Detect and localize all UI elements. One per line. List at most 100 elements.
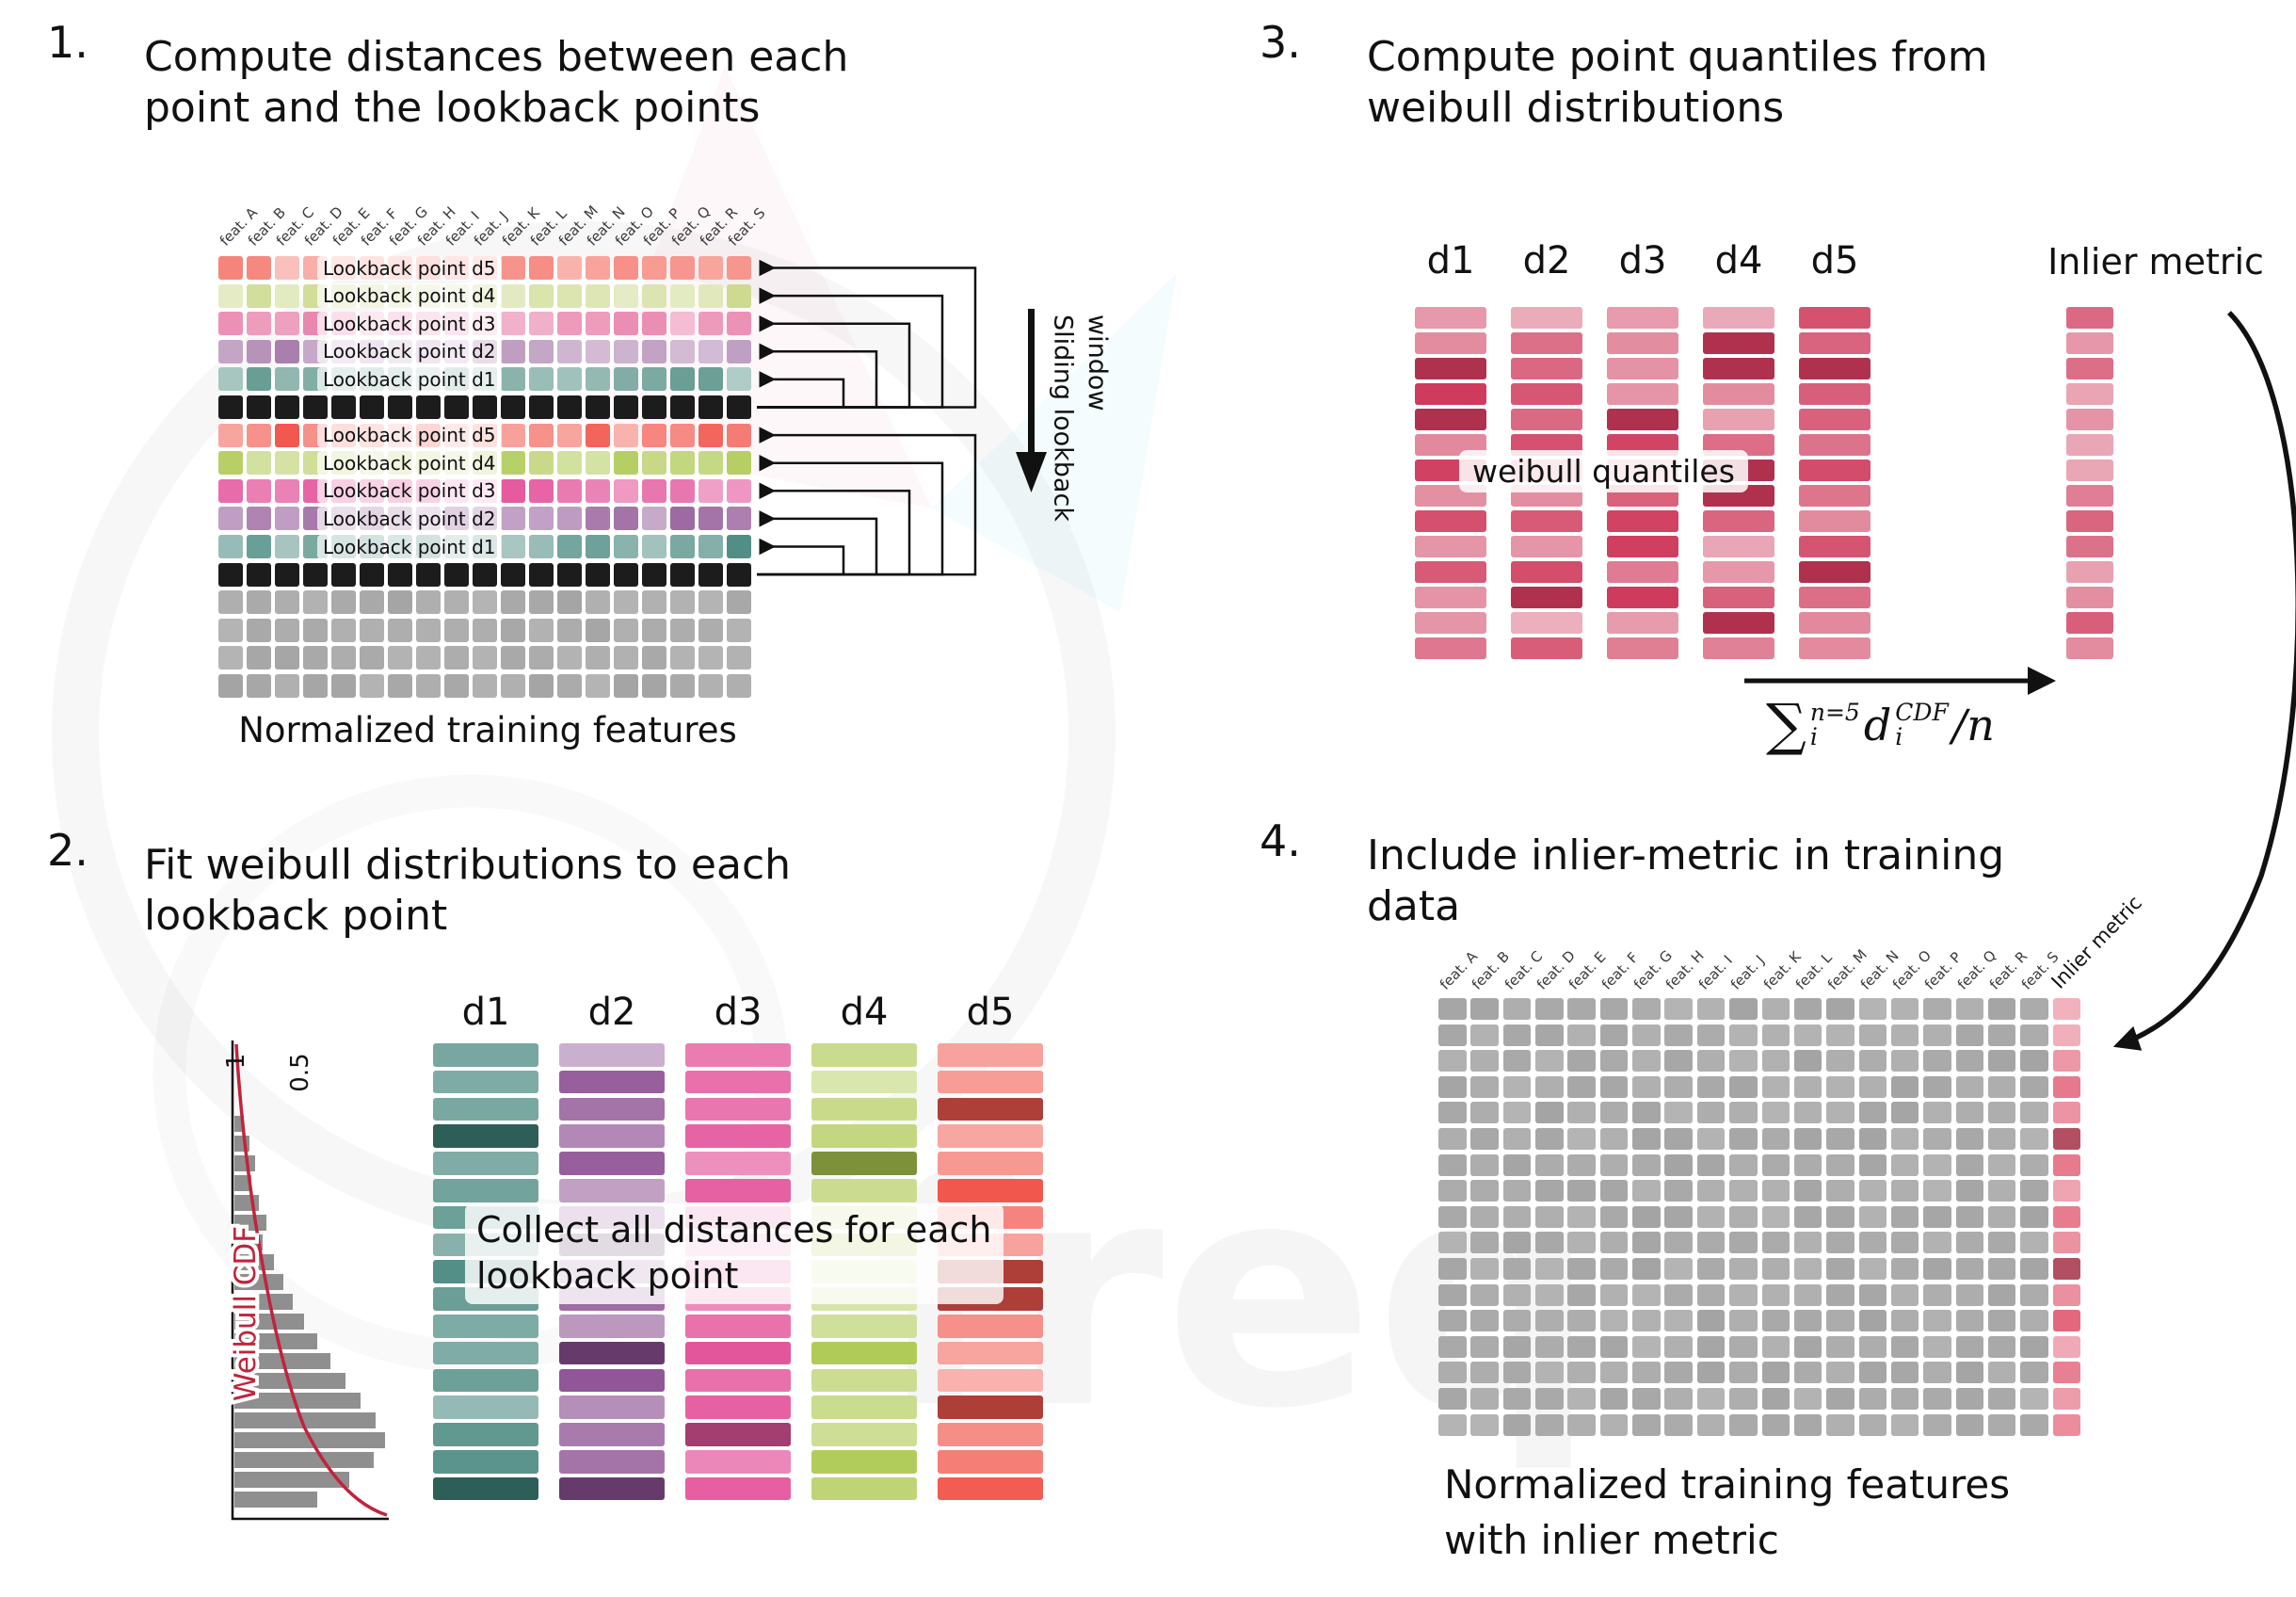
- weibull-tick-1: 1: [222, 1054, 250, 1070]
- feature-cell: [275, 590, 299, 615]
- feature-cell: [2020, 1205, 2048, 1228]
- feature-cell: [1567, 1128, 1596, 1150]
- feature-cell: [1826, 1075, 1854, 1098]
- feature-cell: [218, 312, 243, 336]
- feature-cell: [1470, 1258, 1499, 1280]
- feature-cell: [1470, 1362, 1499, 1384]
- feature-cell: [2020, 1283, 2048, 1306]
- step-4-title: Include inlier-metric in training data: [1367, 831, 2004, 931]
- feature-cell: [1858, 1075, 1887, 1098]
- current-point-cell: [331, 395, 356, 419]
- feature-cell: [1599, 1075, 1629, 1098]
- feature-cell: [1923, 1283, 1951, 1306]
- feature-cell: [1599, 1024, 1629, 1046]
- feature-cell: [1535, 998, 1564, 1020]
- quantile-bar: [1511, 358, 1582, 379]
- distance-col-label: d1: [1426, 239, 1475, 282]
- feature-cell: [1696, 1362, 1726, 1384]
- feature-cell: [218, 367, 243, 392]
- feature-cell: [1761, 998, 1790, 1020]
- distance-col-label: d2: [1522, 239, 1571, 282]
- feature-cell: [642, 535, 666, 558]
- step-4-title-line2: data: [1367, 881, 1461, 930]
- feature-cell: [388, 590, 412, 615]
- distance-bar: [559, 1043, 665, 1067]
- step-2-title: Fit weibull distributions to each lookba…: [144, 840, 791, 941]
- feature-cell: [670, 618, 695, 642]
- feature-cell: [303, 646, 328, 670]
- feature-cell: [1729, 1310, 1758, 1332]
- feature-cell: [275, 367, 299, 392]
- feature-cell: [698, 312, 723, 336]
- p1-grid: Lookback point d5 Lookback point d4 Lookba…: [218, 255, 760, 706]
- feature-cell: [1955, 1050, 1984, 1073]
- feature-cell: [473, 590, 497, 615]
- distance-bar: [685, 1097, 791, 1121]
- feature-cell: [1987, 1024, 2016, 1046]
- feature-cell: [586, 535, 610, 558]
- feature-cell: [247, 646, 271, 670]
- feature-cell: [670, 367, 695, 392]
- histogram-bar: [234, 1155, 255, 1171]
- feature-cell: [1729, 1205, 1758, 1228]
- distance-col-label: d2: [587, 991, 636, 1034]
- feature-cell: [1696, 1128, 1726, 1150]
- feature-cell: [1438, 1102, 1467, 1124]
- feature-cell: [1890, 1075, 1919, 1098]
- feature-cell: [2020, 1388, 2048, 1410]
- current-point-cell: [247, 562, 271, 587]
- feature-cell: [727, 312, 751, 336]
- step-1-title-line2: point and the lookback points: [144, 83, 761, 132]
- feature-cell: [303, 674, 328, 698]
- current-point-cell: [670, 562, 695, 587]
- distance-bar: [433, 1124, 538, 1148]
- feature-cell: [1696, 1413, 1726, 1436]
- feature-cell: [2020, 1310, 2048, 1332]
- feature-cell: [416, 674, 441, 698]
- feature-cell: [2020, 1128, 2048, 1150]
- feature-cell: [1502, 998, 1532, 1020]
- feature-cell: [1987, 1128, 2016, 1150]
- distance-bar: [685, 1315, 791, 1338]
- distance-bar: [938, 1423, 1043, 1446]
- quantile-bar: [1415, 637, 1486, 659]
- quantile-bar: [1703, 561, 1774, 583]
- feature-cell: [247, 283, 271, 308]
- feature-cell: [1826, 1128, 1854, 1150]
- feature-cell: [1696, 1258, 1726, 1280]
- feature-cell: [218, 646, 243, 670]
- distance-bar: [559, 1423, 665, 1446]
- distance-bar: [433, 1315, 538, 1338]
- feature-cell: [1858, 1102, 1887, 1124]
- feature-cell: [1793, 1153, 1822, 1176]
- feature-cell: [698, 283, 723, 308]
- distance-bar: [433, 1395, 538, 1419]
- feature-cell: [247, 312, 271, 336]
- feature-cell: [1793, 1310, 1822, 1332]
- feature-cell: [557, 283, 582, 308]
- inlier-cell: [2052, 1205, 2081, 1228]
- feature-cell: [275, 646, 299, 670]
- feature-cell: [1955, 1388, 1984, 1410]
- feature-cell: [1826, 1232, 1854, 1254]
- feature-cell: [1438, 1075, 1467, 1098]
- feature-cell: [1761, 1075, 1790, 1098]
- feature-cell: [1826, 1413, 1854, 1436]
- current-point-cell: [557, 562, 582, 587]
- quantile-bar: [1607, 612, 1678, 634]
- feature-cell: [1890, 1180, 1919, 1202]
- feature-cell: [586, 618, 610, 642]
- current-point-cell: [444, 395, 469, 419]
- feature-cell: [1923, 1362, 1951, 1384]
- feature-cell: [557, 674, 582, 698]
- distance-bar: [811, 1476, 917, 1501]
- feature-cell: [642, 367, 666, 392]
- feature-cell: [444, 590, 469, 615]
- feature-cell: [275, 478, 299, 503]
- feature-cell: [1761, 1050, 1790, 1073]
- feature-cell: [1987, 1102, 2016, 1124]
- feature-cell: [670, 535, 695, 558]
- feature-cell: [1632, 1335, 1661, 1358]
- distance-bar: [559, 1341, 665, 1365]
- feature-cell: [1858, 1388, 1887, 1410]
